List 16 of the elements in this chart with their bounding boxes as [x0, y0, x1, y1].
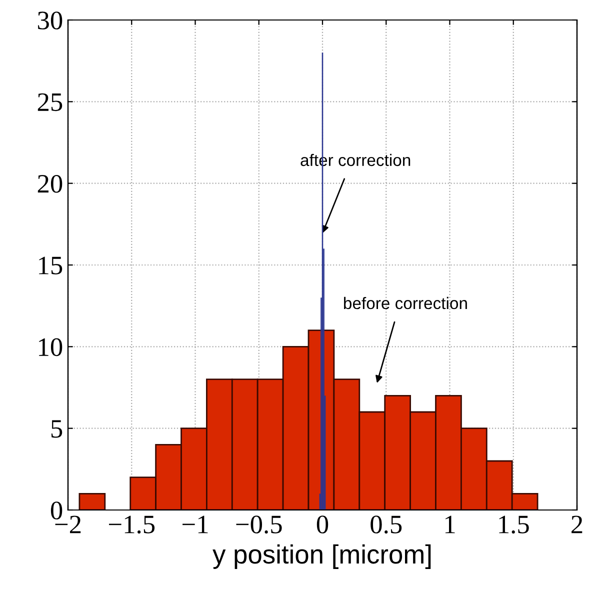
y-tick-label: 15 — [39, 256, 62, 274]
x-axis-title: y position [microm] — [212, 544, 431, 569]
y-tick-label: 30 — [38, 12, 62, 30]
x-tick-label: 1.5 — [499, 516, 529, 534]
y-tick-label: 25 — [38, 93, 62, 112]
x-tick-label: −1.5 — [109, 516, 155, 534]
x-tick-label: 2 — [572, 516, 582, 534]
x-tick-label: −1 — [182, 516, 208, 534]
y-tick-label: 20 — [38, 174, 62, 193]
x-tick-label: −0.5 — [236, 516, 282, 534]
y-tick-label: 10 — [39, 338, 62, 356]
y-tick-label: 5 — [51, 420, 62, 438]
x-tick-label: 0 — [316, 516, 328, 534]
annotation: before correction — [344, 296, 467, 310]
x-tick-label: 0.5 — [370, 516, 402, 534]
x-tick-label: 1 — [445, 516, 455, 534]
